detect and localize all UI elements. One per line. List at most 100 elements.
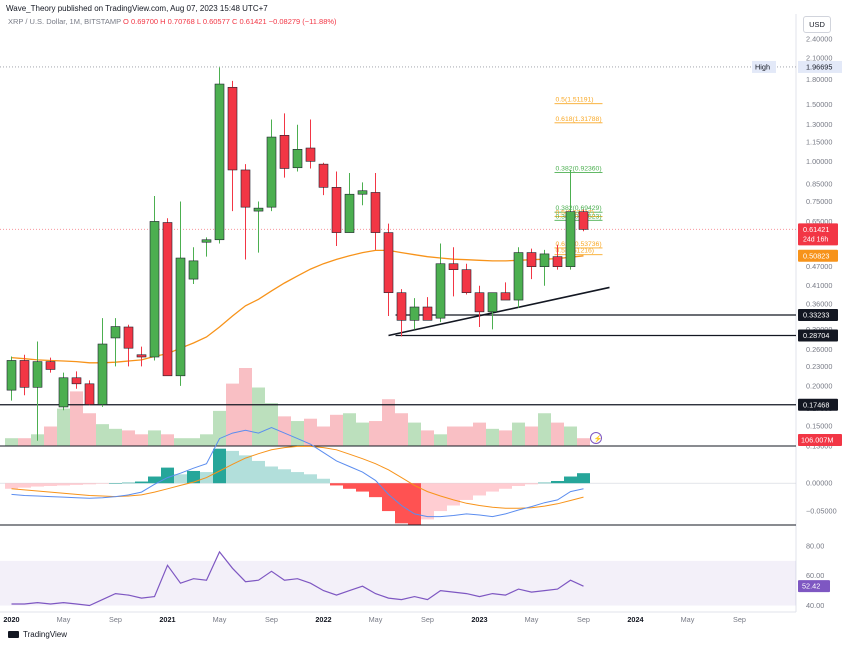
tradingview-logo[interactable]: TradingView [8,630,67,639]
macd-histogram-bar [551,480,564,484]
macd-tick-label: 0.00000 [806,479,832,488]
volume-value-tag [798,434,842,446]
currency-button[interactable]: USD [803,16,831,33]
candle-body [45,361,56,370]
x-tick-label: 2023 [471,615,487,624]
tradingview-icon [8,631,19,638]
volume-bar [109,428,122,446]
candle-body [214,83,225,241]
price-tick-label: 0.36000 [806,299,832,308]
macd-histogram-bar [512,483,525,486]
candle-body [318,163,329,188]
volume-bar [317,426,330,446]
candle-body [305,147,316,162]
macd-pane: 0.00000 −0.05000 [0,426,837,526]
macd-histogram-bar [265,466,278,484]
x-tick-label: May [681,615,695,624]
candle-body [487,292,498,313]
price-tick-label: 0.75000 [806,197,832,206]
macd-histogram-bar [538,482,551,484]
price-value-tag [798,249,838,262]
candle-body [58,377,69,408]
macd-histogram-bar [499,483,512,489]
price-value-label: 0.61421 [803,225,829,234]
high-label: High [755,62,770,71]
rsi-tick-label: 60.00 [806,571,824,580]
moving-average-line [11,249,584,364]
volume-bar [200,434,213,446]
volume-bar [252,387,265,446]
high-value-tag [798,60,842,73]
macd-histogram-bar [83,483,96,485]
x-tick-label: 2021 [159,615,175,624]
volume-bar [83,413,96,446]
volume-bar [512,422,525,446]
volume-bar [486,428,499,446]
volume-bar [161,434,174,446]
volume-bar [460,426,473,446]
candle-body [110,326,121,339]
rsi-pane: 80.00 60.00 40.00 52.42 [0,541,830,610]
macd-histogram-bar [447,483,460,506]
symbol-info: XRP / U.S. Dollar, 1M, BITSTAMP O 0.6970… [8,17,337,26]
candle-body [513,252,524,301]
volume-bar [473,422,486,446]
fib-level-label: 0.5(1.51191) [556,97,594,104]
volume-bar [564,426,577,446]
rsi-value-tag [798,580,830,593]
event-marker [590,432,602,444]
candle-body [253,207,264,212]
volume-bar [538,413,551,446]
volume-bar [239,368,252,446]
x-axis: 2020 May Sep 2021 May Sep 2022 May Sep 2023 May Sep… [0,611,796,624]
candle-body [552,256,563,267]
macd-histogram-bar [525,483,538,485]
macd-histogram-bar [473,483,486,496]
candle-body [422,306,433,321]
macd-histogram-bar [57,483,70,486]
symbol-name[interactable]: XRP / U.S. Dollar, 1M, BITSTAMP [8,17,121,26]
macd-histogram-bar [278,469,291,484]
price-tick-label: 0.85000 [806,180,832,189]
price-tick-label: 0.65000 [806,217,832,226]
fib-level-label: 0.382(0.92360) [556,165,602,172]
macd-histogram-bar [291,472,304,484]
candle-body [227,86,238,171]
price-tick-label: 1.30000 [806,120,832,129]
volume-value-label: 106.007M [801,436,833,445]
price-tick-label: 2.10000 [806,53,832,62]
candle-body [383,232,394,294]
x-tick-label: 2024 [627,615,644,624]
volume-bar [369,421,382,446]
tradingview-logo-text: TradingView [23,630,68,639]
price-tick-label: 0.30000 [806,325,832,334]
price-tick-label: 1.00000 [806,157,832,166]
volume-bar [304,418,317,446]
high-value-label: 1.96695 [806,62,832,71]
support-trendline [388,286,610,337]
candle-body [448,263,459,270]
candle-body [19,360,30,388]
volume-bar [577,438,590,446]
volume-bar [395,413,408,446]
rsi-line [11,550,584,607]
volume-bar [57,408,70,446]
x-tick-label: May [369,615,383,624]
macd-histogram-bar [226,450,239,484]
candle-body [6,360,17,391]
support-tag [798,309,838,322]
volume-bar [96,424,109,446]
candle-body [474,292,485,313]
x-tick-label: May [213,615,227,624]
macd-histogram-bar [44,483,57,486]
volume-bar [44,426,57,446]
candle-body [526,252,537,267]
volume-bar [187,438,200,446]
macd-histogram-bar [18,483,31,488]
macd-histogram-bar [317,478,330,484]
price-value-label: 0.50823 [803,251,829,260]
candle-body [461,269,472,294]
candle-body [500,292,511,301]
macd-histogram-bar [96,483,109,484]
